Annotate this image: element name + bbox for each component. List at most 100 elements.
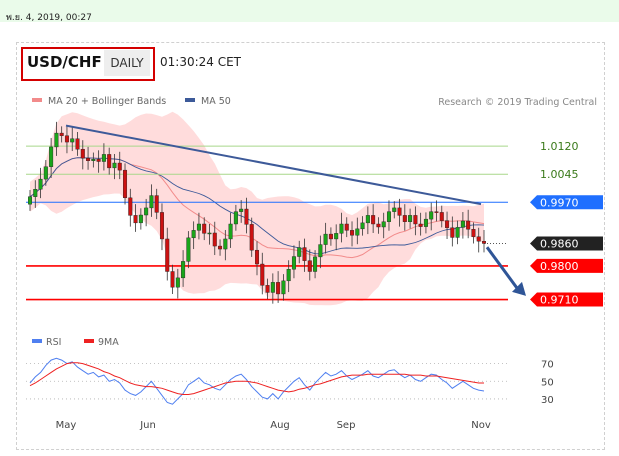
datetime-label: พ.ย. 4, 2019, 00:27 xyxy=(6,13,92,23)
candle-body xyxy=(402,215,407,222)
instrument-header-box xyxy=(21,47,155,81)
candle-body xyxy=(86,157,91,161)
candle-body xyxy=(49,146,54,167)
candle-body xyxy=(281,280,286,295)
candle-body xyxy=(397,207,402,216)
pivot-tag-2 xyxy=(530,195,603,210)
candle-body xyxy=(302,247,307,261)
top-status-bar: พ.ย. 4, 2019, 00:27 xyxy=(0,0,619,23)
candle-body xyxy=(445,220,450,228)
candle-body xyxy=(128,197,133,216)
instrument-name: USD/CHF xyxy=(27,53,102,71)
candle-body xyxy=(439,212,444,221)
candle-body xyxy=(328,233,333,240)
candle-body xyxy=(96,159,101,162)
candle-body xyxy=(239,208,244,212)
level-label-2: 0.9970 xyxy=(540,196,579,209)
candle-body xyxy=(228,223,233,240)
candle-body xyxy=(291,256,296,270)
candle-body xyxy=(471,229,476,237)
clock-label: 01:30:24 CET xyxy=(160,55,241,69)
legend-label-1: MA 50 xyxy=(201,96,231,107)
candle-body xyxy=(260,263,265,286)
candle-body xyxy=(28,196,33,205)
candle-body xyxy=(123,169,128,199)
candle-body xyxy=(181,261,186,279)
candle-body xyxy=(38,178,43,190)
candle-body xyxy=(70,138,75,143)
rsi-tick-label: 30 xyxy=(541,395,554,406)
candle-body xyxy=(408,215,413,222)
candle-body xyxy=(33,189,38,197)
candle-body xyxy=(429,211,434,220)
candle-body xyxy=(54,132,59,148)
candle-body xyxy=(175,277,180,288)
candle-body xyxy=(244,208,249,225)
candle-body xyxy=(218,245,223,250)
candle-body xyxy=(138,214,143,224)
downtrend-line xyxy=(65,124,482,206)
candle-body xyxy=(202,223,207,234)
candle-body xyxy=(101,154,106,162)
chart-frame xyxy=(16,42,605,450)
rsi-legend-label-0: RSI xyxy=(46,337,61,348)
candle-body xyxy=(365,215,370,224)
rsi-ma9-line xyxy=(29,362,484,395)
candle-body xyxy=(270,282,275,293)
candle-body xyxy=(297,247,302,257)
candle-body xyxy=(249,224,254,251)
candle-body xyxy=(196,223,201,231)
candle-body xyxy=(207,232,212,235)
timeframe-button[interactable]: DAILY xyxy=(104,50,150,76)
candle-body xyxy=(482,240,487,244)
candle-body xyxy=(112,162,117,169)
level-label-3: 0.9860 xyxy=(540,237,579,250)
forecast-arrow-shaft xyxy=(485,246,521,292)
x-tick-label: Jun xyxy=(139,420,156,431)
rsi-line xyxy=(29,357,485,405)
candle-body xyxy=(360,222,365,230)
x-tick-label: May xyxy=(56,420,77,431)
support-tag-4 xyxy=(530,258,603,273)
candle-body xyxy=(318,244,323,258)
level-label-4: 0.9800 xyxy=(540,260,579,273)
candle-body xyxy=(133,215,138,224)
candle-body xyxy=(80,148,85,159)
candle-body xyxy=(75,138,80,150)
legend-label-0: MA 20 + Bollinger Bands xyxy=(48,96,166,107)
candle-body xyxy=(144,207,149,216)
candle-body xyxy=(460,220,465,228)
candle-body xyxy=(276,282,281,295)
candle-body xyxy=(355,228,360,236)
candle-body xyxy=(159,212,164,240)
candle-body xyxy=(286,269,291,282)
level-label-0: 1.0120 xyxy=(540,140,579,153)
legend-swatch-0 xyxy=(32,98,42,102)
candle-body xyxy=(313,256,318,272)
legend-swatch-1 xyxy=(185,98,195,102)
candle-body xyxy=(339,223,344,234)
level-label-1: 1.0045 xyxy=(540,168,579,181)
last-price-tag xyxy=(530,236,603,251)
candle-body xyxy=(43,166,48,180)
candle-body xyxy=(334,233,339,240)
candle-body xyxy=(323,233,328,245)
candle-body xyxy=(466,220,471,230)
candle-body xyxy=(392,207,397,212)
candle-body xyxy=(476,236,481,242)
candle-body xyxy=(59,132,64,136)
candle-body xyxy=(307,260,312,272)
watermark-label: Research © 2019 Trading Central xyxy=(438,97,597,108)
rsi-legend-swatch-0 xyxy=(32,339,42,343)
candle-body xyxy=(91,159,96,161)
candle-body xyxy=(376,223,381,228)
candle-body xyxy=(254,249,259,265)
candle-body xyxy=(154,195,159,213)
candle-body xyxy=(107,154,112,169)
candle-body xyxy=(170,271,175,288)
level-label-5: 0.9710 xyxy=(540,294,579,307)
candle-body xyxy=(149,195,154,209)
candle-body xyxy=(350,230,355,236)
candle-body xyxy=(117,162,122,171)
